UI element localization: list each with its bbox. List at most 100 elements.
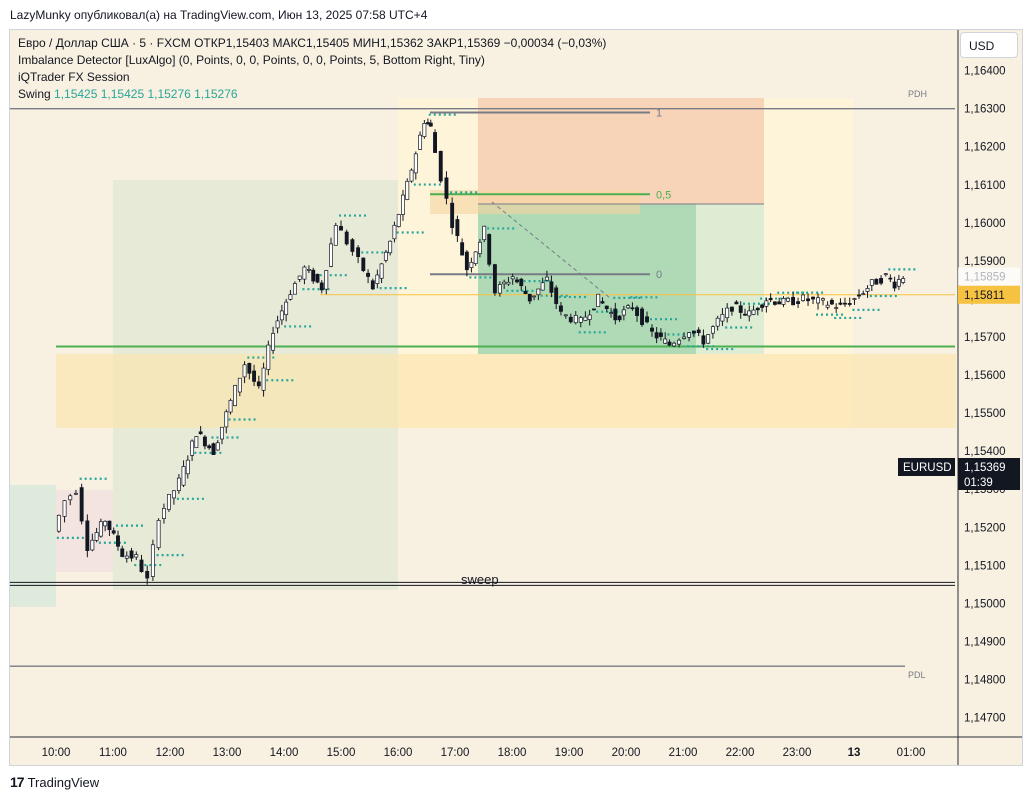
candle-body[interactable] (609, 312, 613, 314)
candle-body[interactable] (658, 332, 663, 337)
indicator-legend-imbalance[interactable]: Imbalance Detector [LuxAlgo] (0, Points,… (18, 53, 485, 67)
candle-body[interactable] (519, 278, 524, 287)
candle-body[interactable] (768, 298, 773, 301)
candle-body[interactable] (129, 550, 134, 559)
candle-body[interactable] (198, 431, 203, 435)
candle-body[interactable] (747, 310, 752, 317)
candle-body[interactable] (207, 445, 212, 449)
candle-body[interactable] (502, 281, 507, 285)
candle-body[interactable] (233, 385, 238, 407)
candle-body[interactable] (554, 287, 559, 304)
candle-body[interactable] (388, 240, 393, 254)
candle-body[interactable] (663, 338, 668, 344)
candle-body[interactable] (755, 307, 760, 311)
candle-body[interactable] (772, 301, 777, 305)
candle-body[interactable] (202, 436, 207, 447)
candle-body[interactable] (275, 320, 280, 329)
candle-body[interactable] (422, 123, 427, 137)
candle-body[interactable] (211, 443, 216, 455)
candle-body[interactable] (591, 308, 596, 311)
currency-button[interactable]: USD (960, 32, 1018, 58)
candle-body[interactable] (181, 466, 186, 486)
candle-body[interactable] (116, 535, 120, 547)
candle-body[interactable] (120, 548, 125, 557)
candle-body[interactable] (279, 310, 284, 321)
candle-body[interactable] (523, 290, 528, 295)
candle-body[interactable] (292, 283, 297, 295)
indicator-legend-session[interactable]: iQTrader FX Session (18, 70, 130, 84)
candle-body[interactable] (879, 278, 884, 284)
candle-body[interactable] (654, 332, 659, 339)
candle-body[interactable] (869, 279, 874, 286)
candle-body[interactable] (156, 520, 161, 549)
candle-body[interactable] (847, 303, 852, 305)
candle-body[interactable] (613, 308, 618, 321)
candle-body[interactable] (366, 272, 371, 277)
candle-body[interactable] (185, 459, 190, 475)
candle-body[interactable] (604, 305, 609, 310)
candle-body[interactable] (409, 169, 414, 182)
candle-body[interactable] (874, 278, 879, 285)
candle-body[interactable] (725, 307, 730, 319)
candle-body[interactable] (578, 317, 583, 323)
candle-body[interactable] (405, 180, 410, 200)
candle-body[interactable] (701, 335, 706, 345)
candle-body[interactable] (450, 202, 455, 228)
candle-body[interactable] (252, 370, 257, 382)
candle-body[interactable] (68, 495, 73, 501)
candle-body[interactable] (111, 530, 116, 534)
candle-body[interactable] (734, 301, 739, 305)
candle-body[interactable] (166, 494, 171, 510)
candle-body[interactable] (444, 177, 449, 199)
candle-body[interactable] (469, 262, 474, 268)
candle-body[interactable] (261, 367, 266, 391)
candle-body[interactable] (150, 544, 155, 577)
tradingview-logo[interactable]: 17 TradingView (10, 774, 99, 790)
candle-body[interactable] (743, 313, 747, 316)
candle-body[interactable] (536, 288, 541, 296)
candle-body[interactable] (587, 314, 592, 320)
candle-body[interactable] (751, 309, 756, 315)
candle-body[interactable] (573, 314, 578, 324)
candle-body[interactable] (838, 302, 843, 305)
indicator-legend-swing[interactable]: Swing 1,15425 1,15425 1,15276 1,15276 (18, 87, 238, 101)
candle-body[interactable] (796, 301, 801, 304)
candle-body[interactable] (672, 342, 677, 347)
candle-body[interactable] (596, 293, 601, 307)
candle-body[interactable] (220, 426, 224, 440)
candle-body[interactable] (857, 294, 861, 297)
candle-body[interactable] (266, 344, 271, 370)
candle-body[interactable] (329, 243, 333, 267)
candle-body[interactable] (56, 514, 61, 532)
candle-body[interactable] (715, 317, 720, 327)
candle-body[interactable] (324, 270, 329, 290)
candle-body[interactable] (626, 305, 631, 309)
candle-body[interactable] (677, 339, 682, 345)
candle-body[interactable] (379, 263, 384, 279)
candle-body[interactable] (760, 304, 765, 308)
candle-body[interactable] (438, 150, 443, 182)
candle-body[interactable] (532, 295, 537, 298)
candle-body[interactable] (829, 299, 834, 305)
candle-body[interactable] (540, 282, 545, 291)
candle-body[interactable] (319, 282, 324, 291)
candle-body[interactable] (477, 241, 482, 255)
candle-body[interactable] (492, 264, 497, 294)
candle-body[interactable] (224, 411, 229, 428)
candle-body[interactable] (720, 313, 725, 322)
candle-body[interactable] (145, 570, 150, 579)
candle-body[interactable] (806, 298, 810, 302)
candle-body[interactable] (621, 309, 626, 316)
candle-body[interactable] (271, 333, 276, 351)
candle-body[interactable] (62, 500, 67, 517)
candle-body[interactable] (482, 225, 487, 241)
candle-body[interactable] (544, 276, 549, 281)
candle-body[interactable] (645, 316, 649, 323)
candle-body[interactable] (821, 298, 825, 301)
candle-body[interactable] (401, 194, 405, 215)
candle-body[interactable] (600, 301, 605, 304)
candle-body[interactable] (297, 275, 302, 280)
candle-body[interactable] (383, 251, 388, 261)
candle-body[interactable] (460, 242, 465, 256)
candle-body[interactable] (811, 296, 815, 300)
